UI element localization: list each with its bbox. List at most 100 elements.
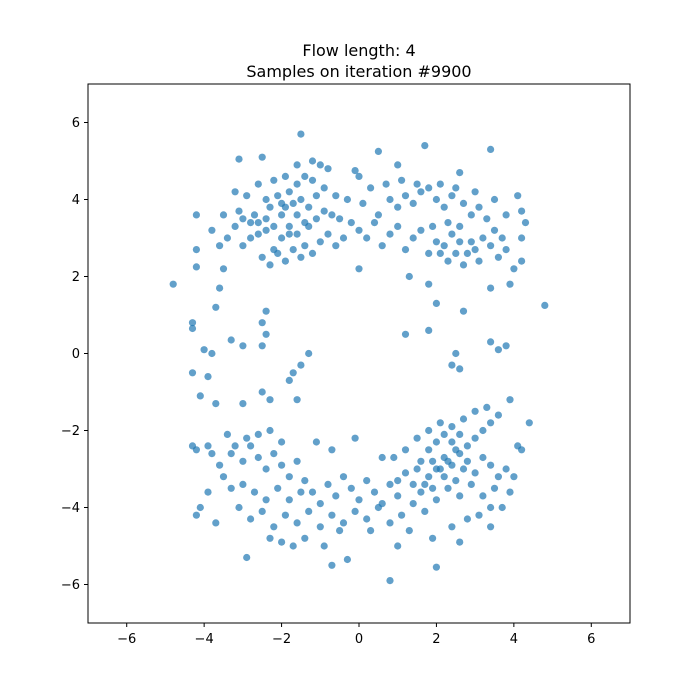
scatter-point xyxy=(258,342,266,350)
x-tick-label: 4 xyxy=(510,632,518,647)
scatter-point xyxy=(494,253,502,261)
scatter-point xyxy=(394,161,402,169)
x-tick-label: 6 xyxy=(587,632,595,647)
scatter-point xyxy=(452,446,460,454)
y-tick-label: 6 xyxy=(72,116,80,131)
scatter-point xyxy=(448,361,456,369)
scatter-point xyxy=(413,465,421,473)
scatter-point xyxy=(448,523,456,531)
scatter-point xyxy=(525,419,533,427)
scatter-point xyxy=(456,238,464,246)
scatter-point xyxy=(401,446,410,454)
scatter-point xyxy=(316,500,324,508)
scatter-point xyxy=(518,446,526,454)
scatter-point xyxy=(506,280,514,288)
scatter-point xyxy=(487,419,495,427)
scatter-point xyxy=(293,180,301,188)
scatter-point xyxy=(339,234,348,242)
scatter-point xyxy=(448,230,456,238)
scatter-point xyxy=(293,161,301,169)
scatter-point xyxy=(200,346,208,354)
scatter-point xyxy=(448,423,456,431)
scatter-point xyxy=(386,577,394,585)
scatter-point xyxy=(239,242,247,250)
scatter-point xyxy=(312,215,320,223)
scatter-point xyxy=(463,249,471,257)
x-tick-label: −6 xyxy=(117,632,136,647)
scatter-point xyxy=(343,555,351,564)
scatter-point xyxy=(235,155,243,163)
scatter-point xyxy=(301,219,309,227)
scatter-point xyxy=(425,249,433,257)
scatter-point xyxy=(247,515,255,523)
scatter-point xyxy=(328,446,336,454)
scatter-point xyxy=(394,203,402,211)
scatter-point xyxy=(459,307,468,315)
scatter-point xyxy=(301,242,309,250)
scatter-point xyxy=(293,519,301,527)
scatter-point xyxy=(432,563,440,571)
scatter-point xyxy=(308,488,317,496)
scatter-point xyxy=(425,473,433,481)
scatter-point xyxy=(320,542,328,550)
scatter-point xyxy=(188,369,197,377)
scatter-point xyxy=(339,519,348,527)
scatter-point xyxy=(270,450,278,458)
scatter-point xyxy=(448,438,456,446)
scatter-point xyxy=(351,434,359,442)
scatter-point xyxy=(305,203,313,211)
scatter-point xyxy=(239,400,247,408)
scatter-point xyxy=(239,480,247,488)
scatter-point xyxy=(409,199,417,207)
scatter-point xyxy=(452,349,460,358)
scatter-point xyxy=(479,453,487,462)
scatter-point xyxy=(425,326,433,334)
scatter-point xyxy=(235,207,243,215)
scatter-point xyxy=(332,192,340,200)
scatter-point xyxy=(204,488,212,496)
scatter-point xyxy=(297,361,305,369)
scatter-point xyxy=(262,226,270,234)
scatter-point xyxy=(378,242,386,250)
scatter-point xyxy=(448,192,456,200)
scatter-point xyxy=(347,219,355,227)
scatter-point xyxy=(510,473,518,481)
scatter-point xyxy=(343,195,351,204)
scatter-point xyxy=(216,461,224,469)
scatter-point xyxy=(487,461,495,469)
scatter-point xyxy=(471,246,479,254)
scatter-point xyxy=(401,469,410,477)
scatter-point xyxy=(204,373,212,381)
scatter-point xyxy=(370,488,379,496)
scatter-point xyxy=(328,561,336,569)
scatter-point xyxy=(494,473,502,481)
scatter-point xyxy=(212,400,220,408)
scatter-point xyxy=(425,446,433,454)
scatter-point xyxy=(254,430,262,438)
scatter-point xyxy=(305,507,313,515)
scatter-point xyxy=(297,253,305,261)
scatter-point xyxy=(463,515,471,523)
x-axis: −6 −4 −2 0 2 4 6 xyxy=(117,623,595,647)
scatter-point xyxy=(459,261,468,269)
scatter-point xyxy=(429,222,437,230)
scatter-point xyxy=(475,203,483,211)
scatter-point xyxy=(355,265,363,273)
scatter-point xyxy=(247,442,255,450)
scatter-point xyxy=(518,207,526,215)
axes-frame xyxy=(87,83,631,624)
scatter-point xyxy=(471,434,479,442)
scatter-point xyxy=(432,299,440,307)
scatter-point xyxy=(293,396,301,404)
scatter-point xyxy=(417,457,425,465)
scatter-point xyxy=(386,519,394,527)
scatter-point xyxy=(289,246,297,254)
scatter-point xyxy=(289,369,297,377)
scatter-point xyxy=(490,195,499,204)
scatter-point xyxy=(231,188,239,196)
scatter-point xyxy=(390,453,398,462)
scatter-point xyxy=(266,396,274,404)
scatter-point xyxy=(270,523,278,531)
scatter-point xyxy=(432,438,440,446)
scatter-point xyxy=(502,211,510,219)
